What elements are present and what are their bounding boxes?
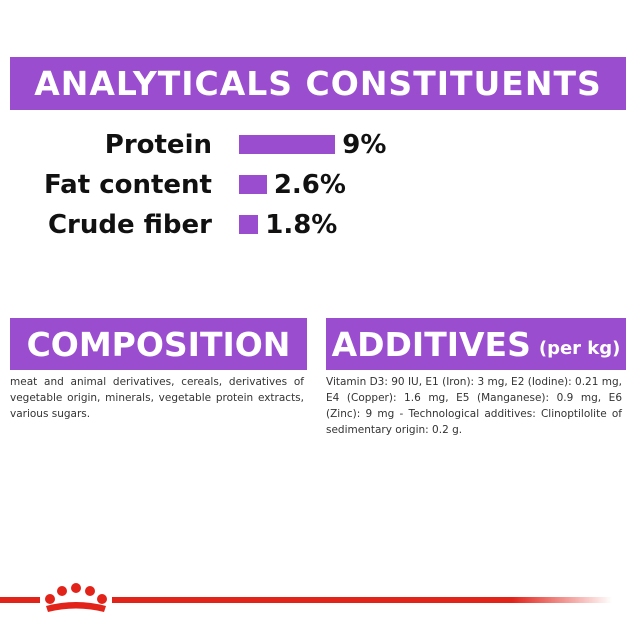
- composition-text: meat and animal derivatives, cereals, de…: [10, 376, 304, 420]
- additives-title: ADDITIVES: [331, 324, 531, 364]
- analyticals-header: ANALYTICALS CONSTITUENTS: [10, 57, 626, 110]
- row-label: Fat content: [43, 170, 212, 200]
- value-label: 1.8%: [265, 210, 338, 240]
- composition-title: COMPOSITION: [26, 324, 291, 364]
- crown-logo: [45, 583, 107, 612]
- composition-header: COMPOSITION: [10, 318, 307, 370]
- additives-unit: (per kg): [538, 337, 621, 359]
- additives-text: Vitamin D3: 90 IU, E1 (Iron): 3 mg, E2 (…: [326, 376, 622, 436]
- bar: [239, 175, 267, 194]
- footer-line: [0, 597, 40, 603]
- analyticals-title: ANALYTICALS CONSTITUENTS: [34, 64, 602, 103]
- footer-brand: [0, 583, 612, 612]
- additives-header: ADDITIVES (per kg): [326, 318, 626, 370]
- value-label: 2.6%: [273, 170, 346, 200]
- footer-line: [112, 597, 612, 603]
- value-label: 9%: [342, 130, 387, 160]
- row-label: Protein: [104, 130, 212, 160]
- row-label: Crude fiber: [47, 210, 212, 240]
- bar: [239, 135, 336, 154]
- bar: [239, 215, 259, 234]
